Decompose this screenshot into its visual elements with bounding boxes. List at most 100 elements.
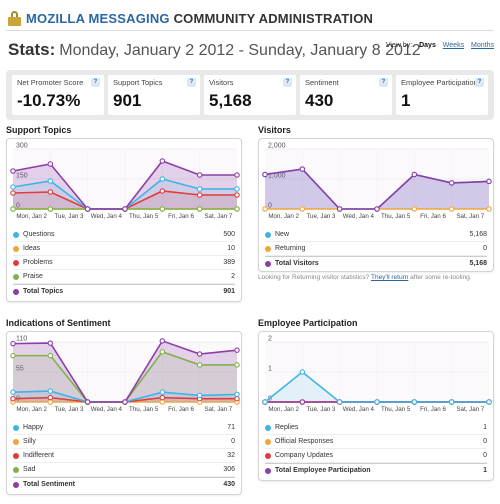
data-point-questions[interactable] [234, 186, 240, 192]
data-point-total-topics[interactable] [84, 206, 91, 212]
legend-row[interactable]: Indifferent 32 [13, 449, 235, 463]
legend-row[interactable]: Silly 0 [13, 435, 235, 449]
support-topics-chart: 300 150 0 Mon, Jan 2 Tue, Jan 3 Wed, Jan 4 Thu… [10, 143, 240, 220]
data-point-praise[interactable] [10, 206, 16, 212]
section-title-employee: Employee Participation [258, 318, 358, 328]
data-point-total-visitors[interactable] [299, 166, 306, 172]
data-point-happy[interactable] [10, 389, 16, 395]
data-point-happy[interactable] [234, 391, 240, 398]
data-point-sad[interactable] [196, 362, 203, 368]
data-point-total-topics[interactable] [159, 158, 166, 164]
legend-total-row[interactable]: Total Visitors 5,168 [265, 256, 487, 270]
visitors-note: Looking for Returning visitor statistics… [258, 274, 472, 281]
data-point-total-sentiment[interactable] [122, 399, 128, 405]
data-point-problems[interactable] [10, 190, 16, 196]
data-point-problems[interactable] [234, 192, 240, 198]
data-point-returning[interactable] [262, 206, 268, 212]
data-point-total-topics[interactable] [234, 172, 240, 178]
data-point-total-sentiment[interactable] [47, 340, 54, 346]
returning-link[interactable]: They'll return [370, 274, 409, 281]
help-icon[interactable]: ? [91, 78, 100, 87]
data-point-indifferent[interactable] [159, 394, 166, 401]
legend-row[interactable]: Praise 2 [13, 270, 235, 284]
data-point-questions[interactable] [159, 176, 166, 182]
data-point-returning[interactable] [411, 206, 418, 212]
data-point-total-sentiment[interactable] [159, 338, 166, 344]
data-point-indifferent[interactable] [47, 394, 54, 401]
data-point-happy[interactable] [159, 389, 166, 395]
data-point-praise[interactable] [159, 206, 166, 212]
data-point-total-visitors[interactable] [448, 180, 455, 186]
data-point-replies[interactable] [374, 399, 380, 405]
help-icon[interactable]: ? [379, 78, 388, 87]
help-icon[interactable]: ? [283, 78, 292, 87]
legend-row[interactable]: Returning 0 [265, 242, 487, 256]
data-point-silly[interactable] [159, 399, 166, 405]
legend-row[interactable]: Sad 306 [13, 463, 235, 477]
legend-dot-icon [265, 260, 271, 267]
data-point-total-visitors[interactable] [262, 171, 268, 178]
data-point-total-visitors[interactable] [336, 206, 343, 212]
data-point-sad[interactable] [47, 352, 54, 359]
legend-total-row[interactable]: Total Sentiment 430 [13, 477, 235, 491]
legend-dot-icon [265, 438, 271, 445]
data-point-happy[interactable] [47, 388, 54, 394]
data-point-questions[interactable] [10, 184, 16, 190]
data-point-problems[interactable] [47, 189, 54, 195]
data-point-returning[interactable] [299, 206, 306, 212]
data-point-praise[interactable] [47, 206, 54, 212]
data-point-total-employee-participation[interactable] [299, 399, 306, 405]
data-point-questions[interactable] [196, 186, 203, 192]
data-point-happy[interactable] [196, 392, 203, 399]
data-point-questions[interactable] [47, 178, 54, 184]
legend-dot-icon [13, 288, 19, 295]
data-point-silly[interactable] [47, 399, 54, 405]
data-point-returning[interactable] [486, 206, 492, 212]
data-point-total-sentiment[interactable] [10, 340, 16, 347]
data-point-indifferent[interactable] [234, 395, 240, 402]
data-point-total-visitors[interactable] [411, 171, 418, 178]
legend-row[interactable]: Ideas 10 [13, 242, 235, 256]
data-point-total-visitors[interactable] [486, 178, 492, 185]
view-by-weeks[interactable]: Weeks [442, 42, 465, 49]
data-point-total-topics[interactable] [196, 172, 203, 178]
data-point-problems[interactable] [159, 188, 166, 194]
legend-row[interactable]: New 5,168 [265, 228, 487, 242]
data-point-total-topics[interactable] [10, 168, 16, 174]
legend-total-row[interactable]: Total Topics 901 [13, 284, 235, 298]
legend-total-row[interactable]: Total Employee Participation 1 [265, 463, 487, 477]
data-point-praise[interactable] [234, 206, 240, 212]
legend-row[interactable]: Questions 500 [13, 228, 235, 242]
data-point-total-sentiment[interactable] [234, 347, 240, 353]
legend-value: 389 [223, 259, 235, 266]
legend-row[interactable]: Company Updates 0 [265, 449, 487, 463]
data-point-sad[interactable] [10, 352, 16, 359]
data-point-returning[interactable] [448, 206, 455, 212]
data-point-replies[interactable] [262, 399, 268, 405]
data-point-total-topics[interactable] [122, 206, 128, 212]
legend-row[interactable]: Official Responses 0 [265, 435, 487, 449]
data-point-replies[interactable] [336, 399, 343, 405]
view-by-months[interactable]: Months [471, 42, 494, 49]
help-icon[interactable]: ? [187, 78, 196, 87]
view-by-days[interactable]: Days [419, 42, 436, 49]
data-point-praise[interactable] [196, 206, 203, 212]
data-point-total-sentiment[interactable] [196, 351, 203, 357]
data-point-total-sentiment[interactable] [84, 399, 91, 405]
kpi-value: 5,168 [209, 91, 252, 110]
data-point-total-visitors[interactable] [374, 206, 380, 212]
data-point-replies[interactable] [299, 369, 306, 375]
data-point-problems[interactable] [196, 192, 203, 198]
legend-row[interactable]: Problems 389 [13, 256, 235, 270]
data-point-total-topics[interactable] [47, 161, 54, 167]
data-point-sad[interactable] [159, 349, 166, 355]
data-point-replies[interactable] [486, 399, 492, 405]
legend-row[interactable]: Happy 71 [13, 421, 235, 435]
legend-row[interactable]: Replies 1 [265, 421, 487, 435]
data-point-indifferent[interactable] [10, 395, 16, 402]
data-point-replies[interactable] [411, 399, 418, 405]
legend-value: 430 [223, 481, 235, 488]
help-icon[interactable]: ? [475, 78, 484, 87]
data-point-replies[interactable] [448, 399, 455, 405]
data-point-sad[interactable] [234, 362, 240, 368]
